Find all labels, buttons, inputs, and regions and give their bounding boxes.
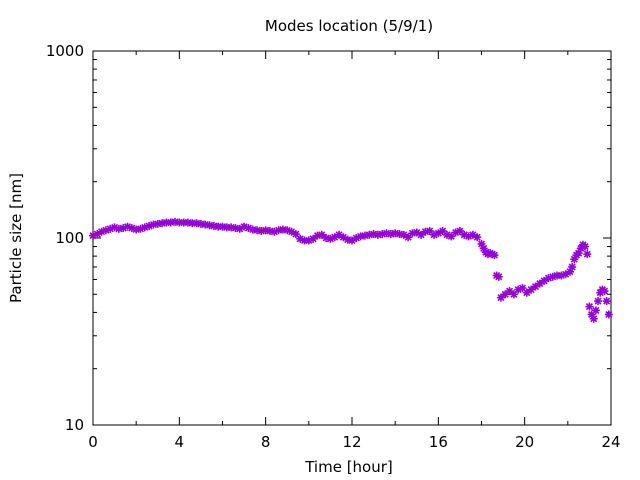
data-point: [604, 310, 613, 319]
y-tick-label: 10: [65, 416, 84, 434]
x-tick-label: 20: [515, 433, 534, 451]
data-point: [505, 287, 514, 296]
data-point: [600, 287, 609, 296]
data-points: [89, 217, 613, 323]
x-tick-label: 0: [88, 433, 98, 451]
axis-ticks: 0 4 8 12 16 20 24 10 100 1000: [46, 42, 621, 451]
x-tick-label: 4: [175, 433, 185, 451]
chart-title: Modes location (5/9/1): [265, 17, 433, 35]
data-point: [535, 279, 544, 288]
data-point: [438, 227, 447, 236]
data-point: [583, 250, 592, 259]
data-point: [540, 276, 549, 285]
data-point: [589, 314, 598, 323]
y-tick-label: 100: [55, 229, 84, 247]
data-point: [594, 297, 603, 306]
data-point: [496, 293, 505, 302]
x-tick-label: 24: [601, 433, 620, 451]
x-tick-label: 12: [342, 433, 361, 451]
data-point: [509, 290, 518, 299]
x-tick-label: 8: [261, 433, 271, 451]
x-tick-label: 16: [429, 433, 448, 451]
data-point: [501, 290, 510, 299]
data-point: [317, 230, 326, 239]
data-point: [490, 251, 499, 260]
data-point: [591, 306, 600, 315]
x-axis-label: Time [hour]: [304, 458, 393, 476]
data-point: [585, 302, 594, 311]
data-point: [568, 262, 577, 271]
data-point: [602, 297, 611, 306]
data-point: [473, 233, 482, 242]
data-point: [425, 227, 434, 236]
y-axis-label: Particle size [nm]: [7, 173, 25, 303]
y-tick-label: 1000: [46, 42, 84, 60]
data-point: [494, 272, 503, 281]
data-point: [581, 242, 590, 251]
